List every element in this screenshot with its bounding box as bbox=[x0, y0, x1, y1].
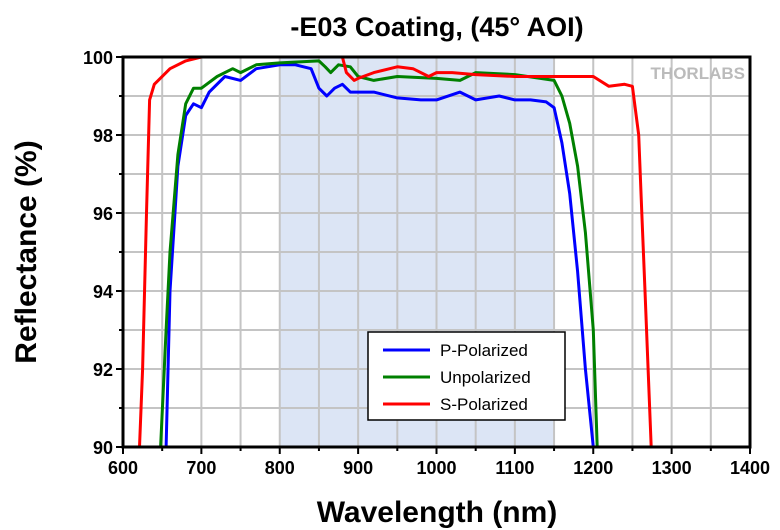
x-tick-label: 600 bbox=[108, 458, 138, 478]
x-tick-label: 1200 bbox=[573, 458, 613, 478]
thorlabs-watermark: THORLABS bbox=[651, 64, 745, 83]
x-tick-label: 900 bbox=[343, 458, 373, 478]
legend: P-Polarized Unpolarized S-Polarized bbox=[367, 331, 566, 421]
y-tick-label: 96 bbox=[93, 204, 113, 224]
x-tick-label: 1100 bbox=[495, 458, 534, 478]
series-line-unpolarized bbox=[159, 59, 599, 448]
series-line-s-polarized bbox=[138, 55, 653, 448]
legend-label: Unpolarized bbox=[440, 368, 531, 387]
x-tick-label: 1400 bbox=[730, 458, 770, 478]
x-tick-label: 700 bbox=[186, 458, 216, 478]
y-tick-label: 90 bbox=[93, 438, 113, 458]
legend-label: S-Polarized bbox=[440, 395, 528, 414]
legend-label: P-Polarized bbox=[440, 341, 528, 360]
x-tick-label: 800 bbox=[265, 458, 295, 478]
y-tick-label: 94 bbox=[93, 282, 113, 302]
chart-title: -E03 Coating, (45° AOI) bbox=[290, 12, 583, 42]
x-axis-label: Wavelength (nm) bbox=[317, 496, 558, 529]
series-line-p-polarized bbox=[164, 63, 595, 448]
y-tick-label: 92 bbox=[93, 360, 113, 380]
x-tick-label: 1000 bbox=[416, 458, 456, 478]
y-tick-label: 100 bbox=[83, 48, 113, 68]
y-axis-label: Reflectance (%) bbox=[10, 140, 43, 363]
x-tick-label: 1300 bbox=[652, 458, 692, 478]
y-tick-label: 98 bbox=[93, 126, 113, 146]
